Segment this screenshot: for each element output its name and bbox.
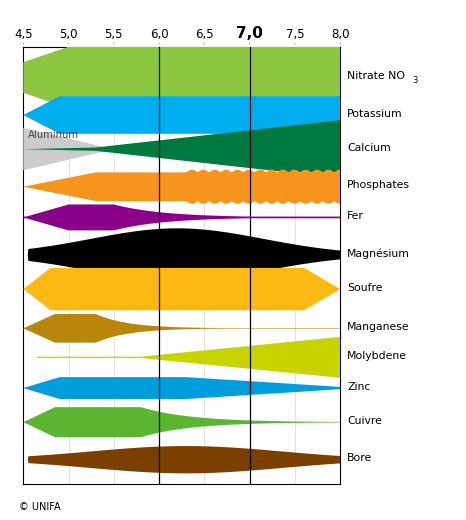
Text: Bore: Bore bbox=[347, 453, 372, 463]
Polygon shape bbox=[23, 204, 340, 230]
Polygon shape bbox=[23, 128, 340, 171]
Text: Molybdene: Molybdene bbox=[347, 351, 407, 361]
Text: 8,0: 8,0 bbox=[331, 28, 350, 41]
Text: Zinc: Zinc bbox=[347, 382, 370, 392]
Polygon shape bbox=[23, 170, 340, 204]
Text: Aluminum: Aluminum bbox=[28, 130, 79, 140]
Polygon shape bbox=[23, 228, 340, 281]
Text: 7,0: 7,0 bbox=[236, 26, 263, 41]
Polygon shape bbox=[23, 268, 340, 310]
Text: Soufre: Soufre bbox=[347, 283, 383, 293]
Polygon shape bbox=[23, 120, 340, 178]
Text: Nitrate NO: Nitrate NO bbox=[347, 71, 405, 81]
Polygon shape bbox=[23, 377, 340, 399]
Text: 7,5: 7,5 bbox=[286, 28, 304, 41]
Polygon shape bbox=[23, 446, 340, 473]
Text: Phosphates: Phosphates bbox=[347, 180, 410, 190]
Text: Magnésium: Magnésium bbox=[347, 249, 410, 259]
Polygon shape bbox=[23, 47, 340, 108]
Text: Fer: Fer bbox=[347, 211, 364, 221]
Text: 4,5: 4,5 bbox=[14, 28, 33, 41]
Text: 5,5: 5,5 bbox=[104, 28, 123, 41]
Text: 3: 3 bbox=[412, 76, 418, 85]
Text: Cuivre: Cuivre bbox=[347, 416, 382, 426]
Text: 6,5: 6,5 bbox=[195, 28, 214, 41]
Text: Calcium: Calcium bbox=[347, 143, 391, 153]
Text: 5,0: 5,0 bbox=[59, 28, 78, 41]
Polygon shape bbox=[23, 314, 340, 343]
Polygon shape bbox=[23, 96, 340, 134]
Polygon shape bbox=[23, 337, 340, 378]
Text: © UNIFA: © UNIFA bbox=[19, 502, 60, 512]
Text: Manganese: Manganese bbox=[347, 322, 410, 332]
Text: Potassium: Potassium bbox=[347, 109, 403, 119]
Text: 6,0: 6,0 bbox=[150, 28, 168, 41]
Polygon shape bbox=[23, 407, 340, 437]
